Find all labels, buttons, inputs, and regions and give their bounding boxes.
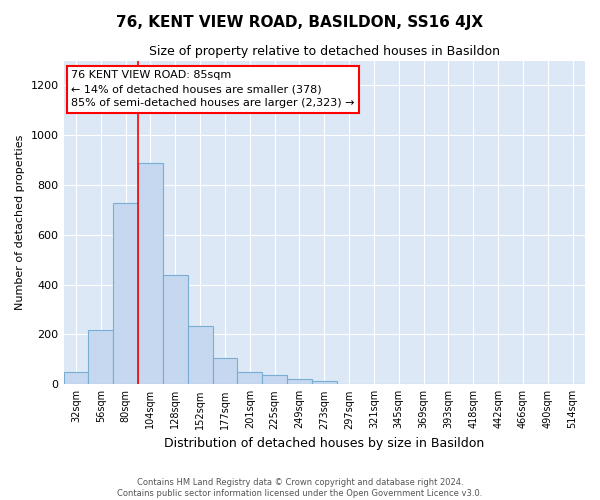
Bar — [238, 372, 262, 384]
Bar — [64, 372, 88, 384]
X-axis label: Distribution of detached houses by size in Basildon: Distribution of detached houses by size … — [164, 437, 484, 450]
Bar — [212, 358, 238, 384]
Text: Contains HM Land Registry data © Crown copyright and database right 2024.
Contai: Contains HM Land Registry data © Crown c… — [118, 478, 482, 498]
Bar — [138, 162, 163, 384]
Title: Size of property relative to detached houses in Basildon: Size of property relative to detached ho… — [149, 45, 500, 58]
Text: 76 KENT VIEW ROAD: 85sqm
← 14% of detached houses are smaller (378)
85% of semi-: 76 KENT VIEW ROAD: 85sqm ← 14% of detach… — [71, 70, 355, 108]
Bar — [88, 330, 113, 384]
Bar — [163, 274, 188, 384]
Bar — [113, 202, 138, 384]
Y-axis label: Number of detached properties: Number of detached properties — [15, 134, 25, 310]
Text: 76, KENT VIEW ROAD, BASILDON, SS16 4JX: 76, KENT VIEW ROAD, BASILDON, SS16 4JX — [116, 15, 484, 30]
Bar — [188, 326, 212, 384]
Bar — [287, 380, 312, 384]
Bar — [262, 375, 287, 384]
Bar — [312, 380, 337, 384]
